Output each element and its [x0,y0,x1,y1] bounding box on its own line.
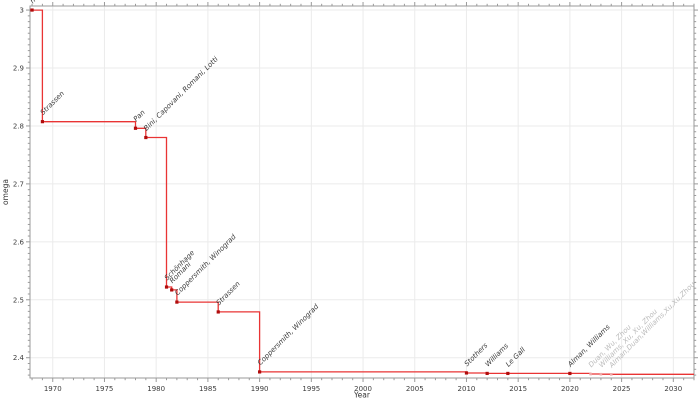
y-tick-label: 2.7 [13,180,24,188]
y-tick-label: 3 [20,7,24,15]
x-tick-label: 2005 [406,385,424,393]
y-tick-label: 2.5 [13,296,24,304]
data-point-marker [599,372,603,376]
data-point-marker [506,371,510,376]
data-point-marker [464,371,469,375]
data-point-marker [144,135,148,140]
x-tick-label: 2030 [664,385,682,393]
x-axis-title: Year [353,391,371,400]
data-point-marker [175,300,179,304]
x-tick-label: 2015 [509,385,527,393]
x-tick-label: 1970 [44,385,62,393]
x-tick-label: 1990 [251,385,269,393]
data-point-marker [568,371,572,376]
data-point-marker [40,120,45,124]
gridlines [30,6,694,378]
data-point-marker [589,372,592,376]
axis-ticks [26,2,698,382]
data-point-marker [170,288,174,292]
x-tick-label: 2020 [561,385,579,393]
y-tick-label: 2.8 [13,122,24,130]
plot-border [29,5,695,379]
y-axis-title: omega [1,179,10,205]
data-point-marker [216,310,220,314]
y-tick-label: 2.9 [13,65,24,73]
x-tick-label: 1985 [199,385,217,393]
data-point-marker [609,373,613,376]
tick-labels: 1970 1975 1980 1985 1990 1995 2000 2005 2010 2015… [13,7,682,393]
x-tick-label: 2025 [613,385,631,393]
x-tick-label: 1980 [147,385,165,393]
x-tick-label: 2010 [458,385,476,393]
data-point-marker [258,370,262,374]
y-tick-label: 2.6 [13,238,25,246]
y-tick-label: 2.4 [13,354,25,362]
data-point-marker [30,8,34,12]
data-point-marker [133,126,138,130]
data-point-marker [485,371,489,376]
x-tick-label: 1975 [96,385,114,393]
x-tick-label: 2000 [354,385,372,393]
data-point-marker [164,285,169,289]
x-tick-label: 1995 [302,385,320,393]
data-points [30,8,613,376]
